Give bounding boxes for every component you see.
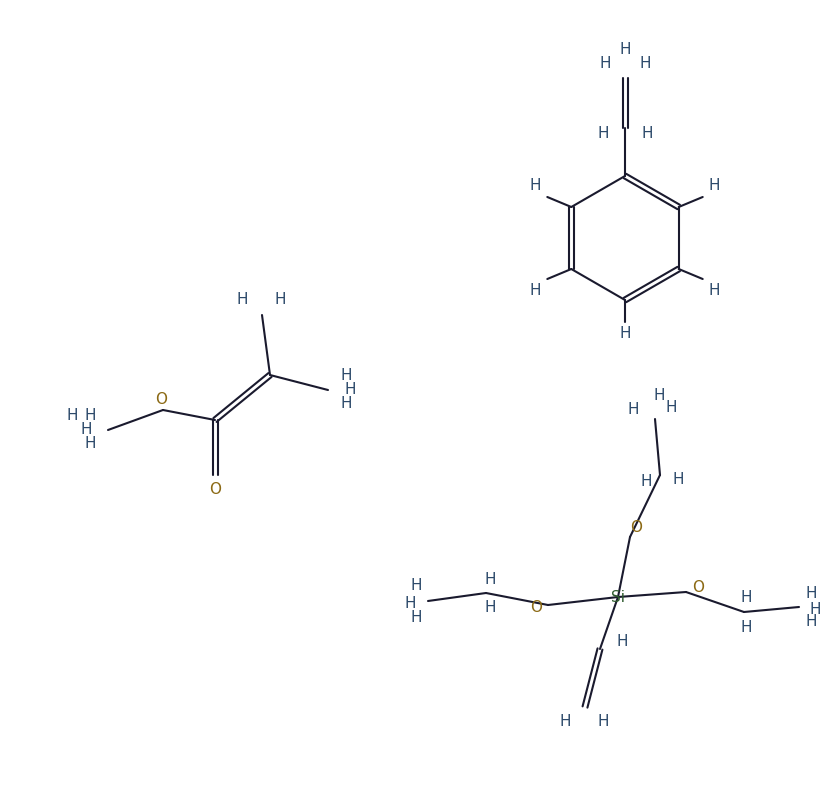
Text: H: H [410, 578, 422, 593]
Text: H: H [236, 291, 248, 306]
Text: H: H [709, 283, 721, 298]
Text: H: H [599, 57, 611, 71]
Text: H: H [340, 397, 352, 411]
Text: H: H [639, 57, 651, 71]
Text: H: H [640, 474, 652, 489]
Text: H: H [484, 571, 496, 586]
Text: H: H [641, 126, 653, 141]
Text: Si: Si [611, 590, 625, 605]
Text: H: H [617, 634, 627, 649]
Text: H: H [559, 714, 570, 729]
Text: H: H [809, 602, 821, 617]
Text: H: H [340, 369, 352, 383]
Text: O: O [630, 519, 642, 534]
Text: H: H [529, 283, 541, 298]
Text: O: O [530, 599, 542, 614]
Text: H: H [619, 42, 631, 58]
Text: H: H [274, 291, 286, 306]
Text: H: H [672, 471, 684, 486]
Text: O: O [155, 393, 167, 407]
Text: H: H [654, 387, 664, 402]
Text: H: H [597, 714, 609, 729]
Text: H: H [597, 126, 609, 141]
Text: H: H [529, 178, 541, 193]
Text: H: H [84, 409, 96, 423]
Text: H: H [344, 382, 356, 398]
Text: H: H [84, 437, 96, 451]
Text: H: H [665, 399, 677, 414]
Text: O: O [209, 482, 221, 497]
Text: H: H [740, 619, 752, 634]
Text: O: O [692, 581, 704, 595]
Text: H: H [404, 595, 416, 610]
Text: H: H [619, 326, 631, 342]
Text: H: H [627, 402, 638, 417]
Text: H: H [806, 614, 816, 629]
Text: H: H [740, 590, 752, 605]
Text: H: H [81, 422, 92, 438]
Text: H: H [709, 178, 721, 193]
Text: H: H [66, 409, 78, 423]
Text: H: H [484, 599, 496, 614]
Text: H: H [806, 586, 816, 601]
Text: H: H [410, 610, 422, 625]
